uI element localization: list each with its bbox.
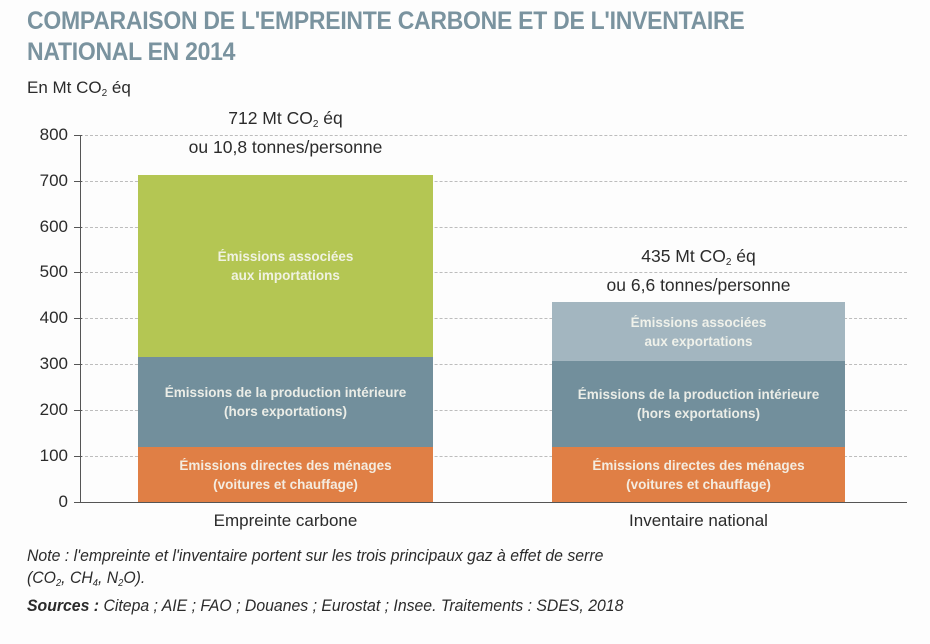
y-tick-label: 800: [39, 125, 68, 144]
segment-imports: Émissions associées aux importations: [138, 175, 433, 357]
gridline-400: [80, 318, 907, 319]
sources-line: Sources : Citepa ; AIE ; FAO ; Douanes ;…: [27, 595, 845, 617]
gridline-800: [80, 135, 907, 136]
y-axis-unit-label: En Mt CO2 éq: [27, 78, 131, 99]
chart-title: COMPARAISON DE L'EMPREINTE CARBONE ET DE…: [27, 6, 837, 68]
note-fragment: (CO: [27, 568, 56, 587]
unit-text: En Mt CO: [27, 78, 102, 97]
annotation-subscript: 2: [312, 119, 319, 130]
gridline-700: [80, 181, 907, 182]
tick-mark: [74, 410, 82, 411]
total-annotation-empreinte: 712 Mt CO2 éq ou 10,8 tonnes/personne: [138, 107, 433, 159]
note-label: Note :: [27, 546, 74, 565]
gridline-200: [80, 410, 907, 411]
segment-exports: Émissions associées aux exportations: [552, 302, 845, 361]
stacked-bar-chart: 800 700 600 500 400 300 200 100 0 Émissi…: [39, 107, 907, 530]
tick-mark: [74, 502, 82, 503]
annotation-text: 435 Mt CO: [641, 246, 726, 266]
y-tick-label: 600: [39, 217, 68, 236]
y-axis: [80, 135, 81, 502]
y-tick-label: 200: [39, 400, 68, 419]
segment-label: Émissions de la production intérieure (h…: [164, 385, 407, 419]
y-tick-label: 400: [39, 308, 68, 327]
tick-mark: [74, 318, 82, 319]
chart-title-line2: NATIONAL EN 2014: [27, 38, 236, 66]
chart-title-line1: COMPARAISON DE L'EMPREINTE CARBONE ET DE…: [27, 7, 745, 35]
gridline-100: [80, 456, 907, 457]
footnote: Note : l'empreinte et l'inventaire porte…: [27, 545, 845, 617]
sources-text: Citepa ; AIE ; FAO ; Douanes ; Eurostat …: [103, 596, 624, 615]
note-fragment: , CH: [61, 568, 93, 587]
note-text: l'empreinte et l'inventaire portent sur …: [73, 546, 604, 565]
tick-mark: [74, 456, 82, 457]
annotation-suffix: éq: [731, 246, 756, 266]
gridline-300: [80, 364, 907, 365]
total-annotation-inventaire: 435 Mt CO2 éq ou 6,6 tonnes/personne: [552, 245, 845, 297]
segment-label: Émissions de la production intérieure (h…: [577, 387, 820, 421]
note-subscript: 4: [92, 578, 98, 589]
segment-label: Émissions associées aux importations: [217, 249, 354, 283]
segment-households: Émissions directes des ménages (voitures…: [552, 447, 845, 502]
x-axis: [80, 502, 907, 503]
note-fragment: , N: [97, 568, 119, 587]
tick-mark: [74, 135, 82, 136]
segment-label: Émissions associées aux exportations: [630, 314, 767, 349]
segment-production: Émissions de la production intérieure (h…: [138, 357, 433, 447]
gridline-600: [80, 227, 907, 228]
note-subscript: 2: [55, 578, 62, 589]
sources-label: Sources :: [27, 596, 104, 615]
tick-mark: [74, 364, 82, 365]
y-tick-label: 300: [39, 354, 68, 373]
y-tick-label: 700: [39, 171, 68, 190]
annotation-suffix: éq: [318, 108, 343, 128]
y-tick-label: 100: [39, 446, 68, 465]
segment-households: Émissions directes des ménages (voitures…: [138, 447, 433, 502]
segment-label: Émissions directes des ménages (voitures…: [179, 457, 392, 492]
annotation-per-person: ou 6,6 tonnes/personne: [606, 275, 791, 295]
x-category-label: Empreinte carbone: [213, 511, 358, 530]
segment-production: Émissions de la production intérieure (h…: [552, 361, 845, 447]
bar-inventaire-national: Émissions associées aux exportations Émi…: [552, 302, 845, 502]
x-category-label: Inventaire national: [629, 511, 768, 530]
annotation-per-person: ou 10,8 tonnes/personne: [188, 137, 383, 157]
note-line1: Note : l'empreinte et l'inventaire porte…: [27, 545, 845, 567]
note-fragment: O).: [123, 568, 146, 587]
annotation-subscript: 2: [725, 257, 732, 268]
tick-mark: [74, 272, 82, 273]
bar-empreinte-carbone: Émissions associées aux importations Émi…: [138, 175, 433, 502]
tick-mark: [74, 181, 82, 182]
tick-mark: [74, 227, 82, 228]
annotation-text: 712 Mt CO: [228, 108, 313, 128]
gridline-500: [80, 272, 907, 273]
unit-suffix: éq: [107, 78, 131, 97]
segment-label: Émissions directes des ménages (voitures…: [592, 457, 805, 492]
y-tick-label: 0: [58, 492, 68, 511]
unit-subscript: 2: [101, 88, 108, 99]
note-subscript: 2: [118, 578, 124, 589]
y-tick-label: 500: [39, 262, 68, 281]
note-line2: (CO2, CH4, N2O).: [27, 567, 845, 595]
